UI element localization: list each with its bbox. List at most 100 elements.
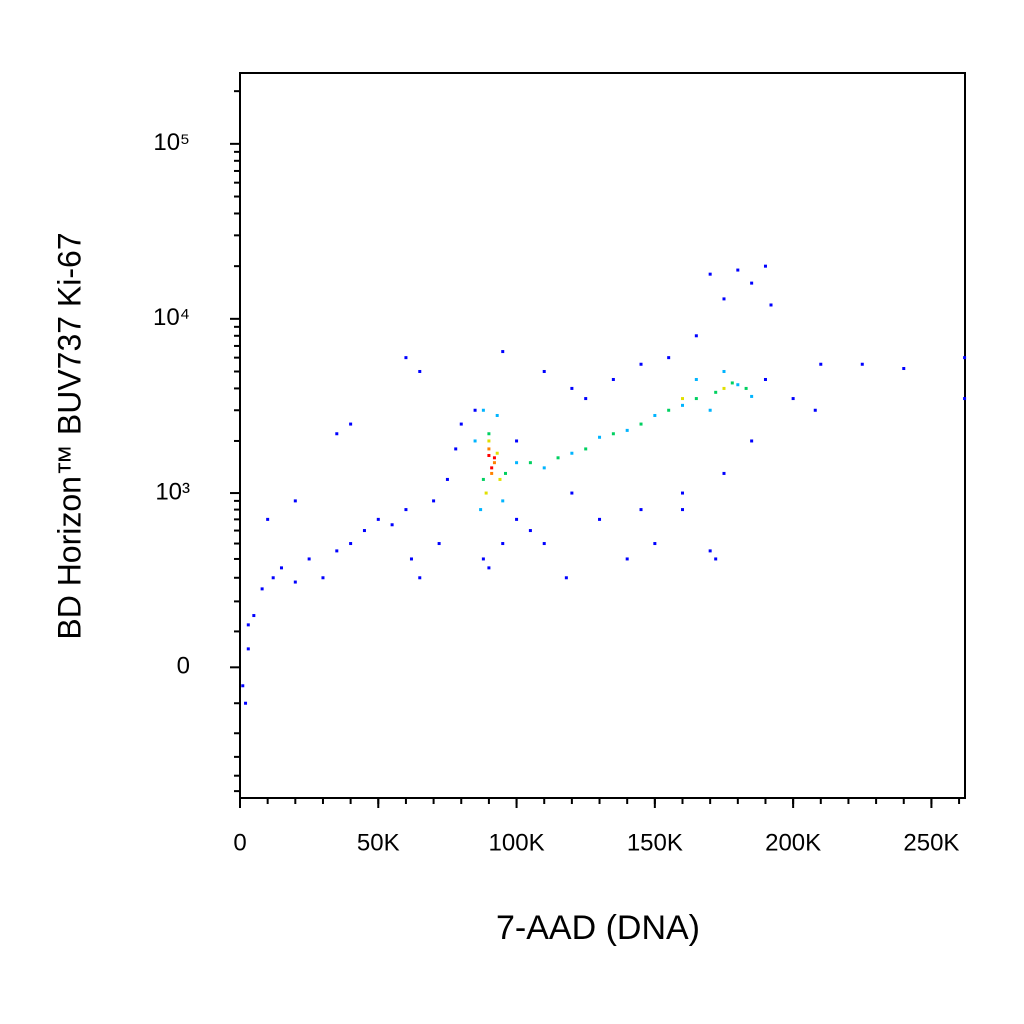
point	[246, 623, 250, 627]
point	[902, 367, 906, 371]
point	[639, 362, 643, 366]
point	[515, 439, 519, 443]
point	[349, 422, 353, 426]
x-tick-label: 200K	[765, 829, 821, 856]
x-tick-label: 100K	[489, 829, 545, 856]
point	[473, 408, 477, 412]
point	[487, 439, 491, 443]
point	[611, 432, 615, 436]
point	[490, 471, 494, 475]
point	[625, 557, 629, 561]
point	[528, 461, 532, 465]
point	[963, 397, 967, 401]
point	[437, 542, 441, 546]
point	[556, 456, 560, 460]
point	[432, 499, 436, 503]
point	[963, 356, 967, 360]
y-tick-label: 0	[177, 653, 190, 680]
point	[404, 356, 408, 360]
point	[504, 471, 508, 475]
point	[487, 432, 491, 436]
point	[722, 471, 726, 475]
point	[244, 701, 248, 705]
point	[498, 477, 502, 481]
point	[418, 576, 422, 580]
point	[481, 477, 485, 481]
point	[708, 549, 712, 553]
point	[639, 508, 643, 512]
point	[252, 614, 256, 618]
point	[487, 453, 491, 457]
point	[694, 397, 698, 401]
point	[454, 447, 458, 451]
point	[736, 268, 740, 272]
point	[667, 356, 671, 360]
point	[501, 499, 505, 503]
point	[750, 439, 754, 443]
point	[492, 461, 496, 465]
point	[584, 397, 588, 401]
point	[409, 557, 413, 561]
point	[246, 647, 250, 651]
x-tick-label: 250K	[903, 829, 959, 856]
point	[564, 576, 568, 580]
point	[528, 529, 532, 533]
point	[714, 390, 718, 394]
point	[481, 408, 485, 412]
point	[625, 428, 629, 432]
point	[694, 334, 698, 338]
point	[694, 377, 698, 381]
point	[813, 408, 817, 412]
point	[241, 684, 245, 688]
point	[321, 576, 325, 580]
point	[730, 381, 734, 385]
point	[598, 435, 602, 439]
point	[769, 303, 773, 307]
point	[279, 566, 283, 570]
point	[722, 369, 726, 373]
point	[495, 413, 499, 417]
point	[515, 461, 519, 465]
point	[479, 508, 483, 512]
point	[714, 557, 718, 561]
point	[542, 542, 546, 546]
plot-frame	[239, 72, 966, 799]
point	[681, 508, 685, 512]
point	[542, 369, 546, 373]
y-tick-label: 10³	[155, 478, 190, 505]
point	[542, 466, 546, 470]
point	[736, 383, 740, 387]
point	[481, 557, 485, 561]
point	[376, 517, 380, 521]
y-axis-title: BD Horizon™ BUV737 Ki-67	[51, 232, 87, 639]
point	[653, 542, 657, 546]
point	[681, 491, 685, 495]
point	[515, 517, 519, 521]
point	[484, 491, 488, 495]
point	[584, 447, 588, 451]
point	[639, 422, 643, 426]
point	[681, 403, 685, 407]
point	[487, 566, 491, 570]
point	[722, 386, 726, 390]
point	[362, 529, 366, 533]
point	[271, 576, 275, 580]
y-tick-label: 10⁴	[153, 304, 190, 331]
point	[744, 386, 748, 390]
point	[819, 362, 823, 366]
point	[708, 408, 712, 412]
point	[501, 542, 505, 546]
point	[681, 397, 685, 401]
point	[653, 413, 657, 417]
point	[492, 456, 496, 460]
x-axis-title: 7-AAD (DNA)	[496, 909, 700, 947]
point	[293, 580, 297, 584]
point	[487, 447, 491, 451]
x-tick-label: 50K	[357, 829, 400, 856]
point	[611, 377, 615, 381]
point	[570, 491, 574, 495]
point	[293, 499, 297, 503]
point	[708, 272, 712, 276]
point	[390, 523, 394, 527]
